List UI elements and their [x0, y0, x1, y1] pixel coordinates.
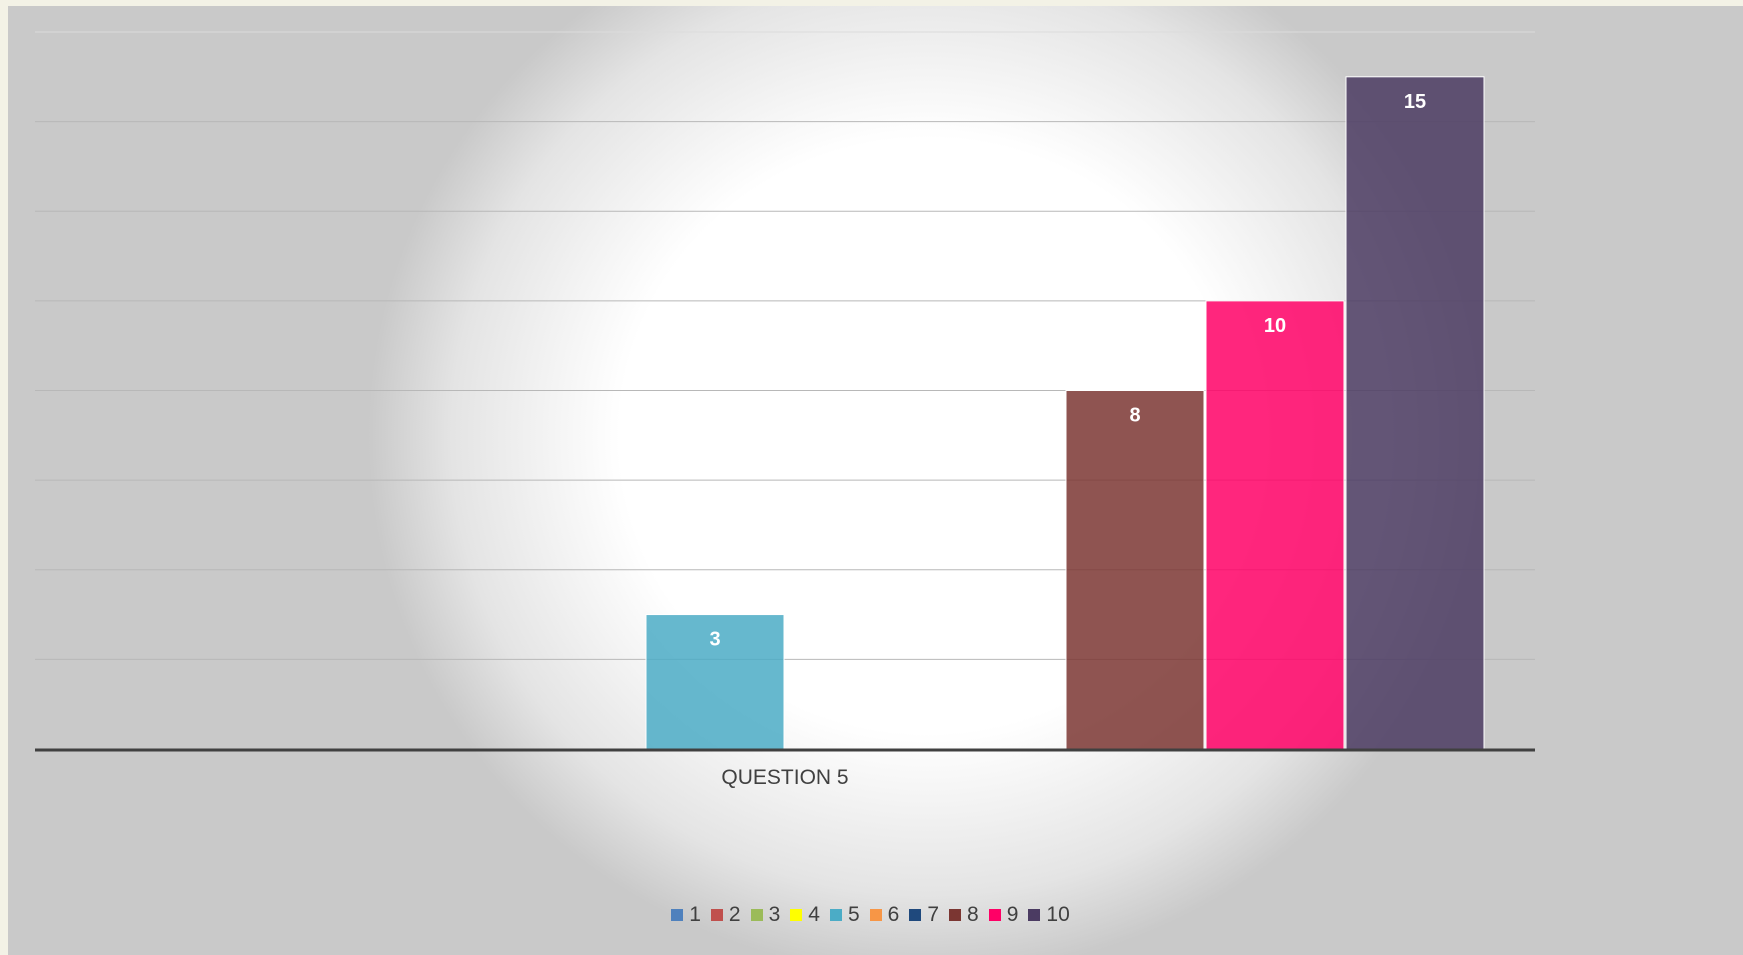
legend-swatch — [710, 909, 723, 921]
legend-label: 8 — [967, 903, 979, 926]
legend-item: 1 — [671, 903, 701, 927]
legend-label: 4 — [808, 903, 820, 926]
legend-item: 5 — [829, 903, 860, 927]
legend-item: 9 — [988, 903, 1019, 927]
legend-swatch — [750, 909, 763, 921]
legend-item: 3 — [750, 903, 781, 927]
legend-label: 2 — [728, 903, 741, 926]
legend-swatch — [869, 909, 882, 921]
legend-label: 7 — [927, 903, 940, 926]
legend-label: 5 — [847, 903, 860, 926]
data-label: 3 — [709, 629, 720, 651]
bar-series-5 — [645, 614, 785, 750]
legend-swatch — [909, 909, 922, 921]
legend-label: 1 — [689, 903, 701, 926]
bar-series-9 — [1205, 300, 1345, 750]
legend-label: 3 — [768, 903, 781, 926]
legend-item: 4 — [790, 903, 820, 927]
category-label: QUESTION 5 — [721, 766, 848, 789]
data-label: 10 — [1264, 315, 1286, 337]
legend-item: 2 — [710, 903, 741, 927]
legend-swatch — [829, 909, 842, 921]
legend-item: 6 — [869, 903, 900, 927]
legend: 1 2 3 4 5 6 7 8 9 10 — [8, 903, 1743, 927]
bar-chart: 3 8 10 15 QUESTION 5 — [35, 31, 1535, 789]
chart-area: 3 8 10 15 QUESTION 5 1 2 3 4 5 6 7 8 9 10 — [8, 6, 1743, 955]
legend-label: 9 — [1006, 903, 1019, 926]
legend-item: 8 — [949, 903, 979, 927]
legend-item: 10 — [1028, 903, 1070, 927]
legend-swatch — [790, 909, 803, 921]
bar-series-8 — [1065, 390, 1205, 750]
legend-swatch — [671, 909, 684, 921]
legend-label: 10 — [1046, 903, 1070, 926]
legend-item: 7 — [909, 903, 939, 927]
data-label: 15 — [1404, 91, 1426, 113]
data-label: 8 — [1129, 405, 1140, 427]
legend-swatch — [1028, 909, 1041, 921]
legend-swatch — [949, 909, 962, 921]
legend-label: 6 — [887, 903, 900, 926]
legend-swatch — [988, 909, 1001, 921]
bar-series-10 — [1345, 76, 1485, 750]
